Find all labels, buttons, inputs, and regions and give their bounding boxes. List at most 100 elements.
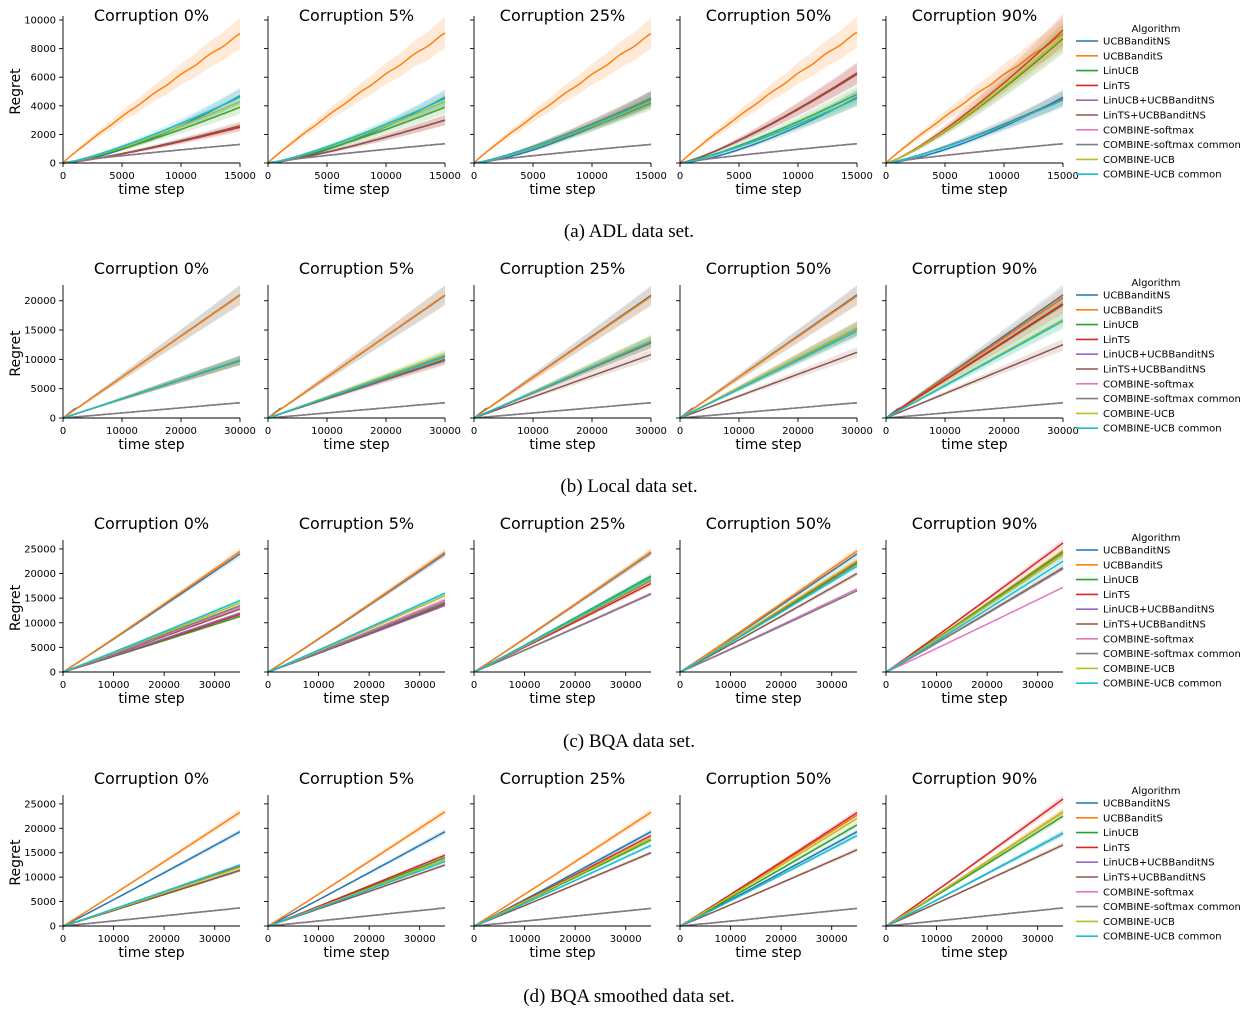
figure-caption: (c) BQA data set. <box>563 731 695 752</box>
x-tick-label: 30000 <box>404 934 436 945</box>
x-axis-label: time step <box>118 691 184 707</box>
series-line <box>885 402 1064 419</box>
x-axis-label: time step <box>118 182 184 198</box>
series-line <box>62 599 241 673</box>
x-tick-label: 20000 <box>148 680 180 691</box>
series-line <box>679 31 858 164</box>
legend-entry: UCBBanditNS <box>1103 37 1170 48</box>
confidence-band <box>63 285 240 418</box>
confidence-band <box>886 295 1063 418</box>
x-tick-label: 0 <box>471 934 477 945</box>
series-line <box>267 97 446 164</box>
x-tick-label: 10000 <box>303 934 335 945</box>
panel: Corruption 0% 0 10000 20000 30000 time step 0 5… <box>8 514 241 707</box>
x-tick-label: 10000 <box>921 680 953 691</box>
confidence-band <box>886 288 1063 418</box>
x-tick-label: 10000 <box>988 171 1020 182</box>
series-line <box>267 402 446 419</box>
confidence-band <box>63 808 240 926</box>
legend: Algorithm UCBBanditNS UCBBanditS LinUCB LinT… <box>1076 24 1241 181</box>
y-tick-label: 5000 <box>31 384 56 395</box>
legend-entry: LinTS+UCBBanditNS <box>1103 873 1206 884</box>
x-tick-label: 10000 <box>576 171 608 182</box>
confidence-band <box>474 573 651 672</box>
confidence-band <box>886 830 1063 926</box>
legend-entry: UCBBanditS <box>1103 305 1163 316</box>
legend-entry: COMBINE-UCB <box>1103 409 1175 420</box>
series-line <box>679 73 858 164</box>
y-axis-label: Regret <box>8 68 24 115</box>
x-tick-label: 0 <box>677 426 683 437</box>
x-tick-label: 20000 <box>765 934 797 945</box>
legend-entry: COMBINE-UCB common <box>1103 424 1222 435</box>
legend-entry: COMBINE-UCB common <box>1103 170 1222 181</box>
x-tick-label: 20000 <box>353 680 385 691</box>
x-tick-label: 10000 <box>929 426 961 437</box>
legend-entry: LinUCB <box>1103 66 1139 77</box>
x-tick-label: 10000 <box>98 680 130 691</box>
y-tick-label: 10000 <box>24 618 56 629</box>
series-line <box>885 35 1064 164</box>
x-tick-label: 0 <box>883 934 889 945</box>
series-line <box>62 294 241 419</box>
series-line <box>473 593 652 673</box>
confidence-band <box>63 355 240 418</box>
x-tick-label: 20000 <box>765 680 797 691</box>
x-tick-label: 20000 <box>988 426 1020 437</box>
legend-entry: LinTS+UCBBanditNS <box>1103 620 1206 631</box>
series-line <box>473 143 652 164</box>
confidence-band <box>63 285 240 418</box>
x-tick-label: 0 <box>677 171 683 182</box>
series-line <box>62 864 241 927</box>
legend-entry: LinUCB <box>1103 575 1139 586</box>
y-tick-label: 5000 <box>31 643 56 654</box>
legend-entry: LinUCB+UCBBanditNS <box>1103 96 1215 107</box>
panel: Corruption 5% 0 10000 20000 30000 time step <box>264 769 446 961</box>
x-tick-label: 0 <box>265 934 271 945</box>
series-line <box>679 817 858 927</box>
panel: Corruption 25% 0 10000 20000 30000 time step <box>470 769 652 961</box>
x-tick-label: 0 <box>60 680 66 691</box>
legend-entry: LinUCB <box>1103 320 1139 331</box>
x-axis-label: time step <box>323 437 389 453</box>
series-line <box>473 834 652 927</box>
confidence-band <box>63 355 240 418</box>
x-axis-label: time step <box>118 945 184 961</box>
series-line <box>885 844 1064 927</box>
series-line <box>267 294 446 419</box>
series-line <box>885 560 1064 673</box>
x-axis-label: time step <box>323 182 389 198</box>
series-line <box>267 356 446 419</box>
x-tick-label: 30000 <box>1022 680 1054 691</box>
x-tick-label: 10000 <box>165 171 197 182</box>
series-line <box>473 576 652 673</box>
x-tick-label: 20000 <box>148 934 180 945</box>
x-tick-label: 10000 <box>782 171 814 182</box>
series-line <box>267 907 446 927</box>
x-tick-label: 0 <box>60 934 66 945</box>
y-tick-label: 15000 <box>24 848 56 859</box>
series-line <box>473 341 652 419</box>
x-axis-label: time step <box>941 437 1007 453</box>
series-line <box>885 832 1064 927</box>
x-tick-label: 10000 <box>723 426 755 437</box>
y-tick-label: 6000 <box>31 73 56 84</box>
series-line <box>473 844 652 927</box>
x-tick-label: 10000 <box>311 426 343 437</box>
figure-caption: (a) ADL data set. <box>564 221 694 242</box>
legend-entry: UCBBanditS <box>1103 51 1163 62</box>
series-line <box>62 402 241 419</box>
legend-entry: COMBINE-softmax <box>1103 887 1194 898</box>
panel: Corruption 50% 0 10000 20000 30000 time step <box>676 769 858 961</box>
panel: Corruption 50% 0 5000 10000 15000 time step <box>676 6 873 198</box>
legend-entry: COMBINE-UCB common <box>1103 932 1222 943</box>
series-line <box>473 837 652 927</box>
series-line <box>679 330 858 419</box>
confidence-band <box>474 808 651 926</box>
x-axis-label: time step <box>529 691 595 707</box>
series-line <box>473 33 652 164</box>
confidence-band <box>680 285 857 418</box>
legend-entry: LinTS+UCBBanditNS <box>1103 111 1206 122</box>
series-line <box>885 303 1064 419</box>
